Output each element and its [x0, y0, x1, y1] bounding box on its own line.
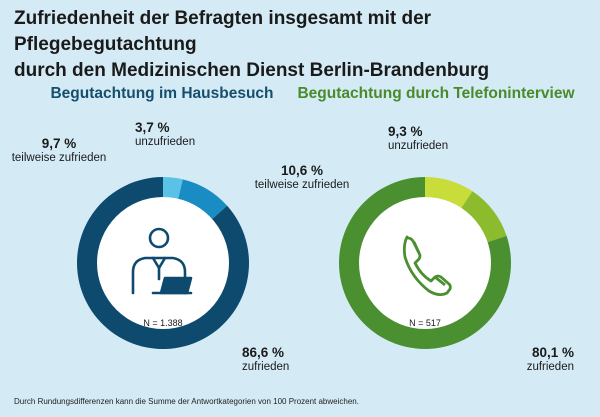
slice-label-zufrieden-telefon: 80,1 % zufrieden: [514, 346, 574, 374]
slice-category: unzufrieden: [388, 140, 449, 152]
slice-value: 80,1 %: [531, 345, 574, 360]
slice-category: teilweise zufrieden: [11, 152, 107, 164]
slice-value: 10,6 %: [280, 163, 324, 178]
donut-chart-hausbesuch: N = 1.388: [77, 177, 250, 349]
footnote: Durch Rundungsdifferenzen kann die Summe…: [14, 397, 359, 406]
slice-label-unzufrieden-telefon: 9,3 % unzufrieden: [388, 125, 448, 153]
chart-title-hausbesuch: Begutachtung im Hausbesuch: [50, 85, 274, 102]
slice-category: teilweise zufrieden: [254, 179, 350, 191]
person-laptop-icon: [131, 227, 193, 295]
slice-label-teilweise-telefon: 10,6 % teilweise zufrieden: [250, 164, 354, 192]
title-line-1: Zufriedenheit der Befragten insgesamt mi…: [14, 8, 432, 55]
n-label-hausbesuch: N = 1.388: [143, 318, 182, 328]
slice-value: 9,7 %: [41, 136, 77, 151]
slice-label-zufrieden-hausbesuch: 86,6 % zufrieden: [242, 346, 289, 374]
slice-value: 9,3 %: [388, 124, 423, 139]
slice-value: 86,6 %: [242, 345, 285, 360]
slice-category: zufrieden: [242, 361, 290, 373]
donut-chart-telefon: N = 517: [339, 177, 511, 350]
phone-handset-icon: [402, 235, 452, 296]
donut-center: [359, 197, 491, 329]
chart-title-telefon: Begutachtung durch Telefoninterview: [297, 85, 575, 102]
slice-category: unzufrieden: [135, 136, 196, 148]
slice-label-unzufrieden-hausbesuch: 3,7 % unzufrieden: [135, 121, 195, 149]
page-title: Zufriedenheit der Befragten insgesamt mi…: [14, 6, 594, 84]
slice-value: 3,7 %: [135, 120, 170, 135]
slice-category: zufrieden: [526, 361, 574, 373]
title-line-2: durch den Medizinischen Dienst Berlin-Br…: [14, 60, 490, 81]
n-label-telefon: N = 517: [409, 318, 441, 328]
slice-label-teilweise-hausbesuch: 9,7 % teilweise zufrieden: [8, 137, 110, 165]
